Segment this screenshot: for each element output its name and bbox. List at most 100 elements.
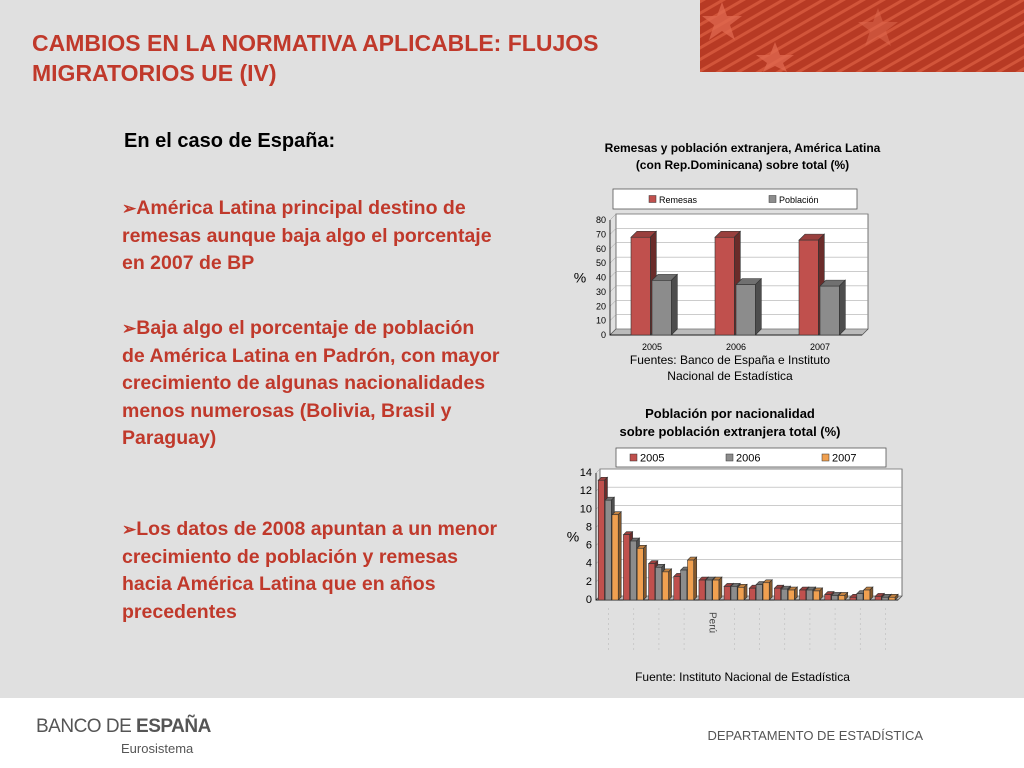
legend-swatch: [768, 195, 777, 203]
bar-2007: [611, 514, 619, 601]
legend-swatch: [648, 195, 657, 203]
banco-de-espana-logo: BANCO DE ESPAÑA: [36, 716, 211, 738]
remesas-poblacion-chart: 0 10 20 30 40 50 60 70 80% 2005 2006 2007 Remesas Pob…: [574, 188, 869, 352]
bar-2007-side: [718, 576, 723, 601]
logo-text-bold: ESPAÑA: [136, 716, 211, 737]
bar-2006: [755, 584, 763, 601]
y-tick-label: 4: [586, 558, 592, 570]
legend-label: 2005: [640, 453, 664, 465]
bullet-point: ➢Baja algo el porcentaje de población de…: [122, 315, 502, 453]
y-tick-label: 0: [601, 330, 606, 340]
bar-población: [735, 284, 756, 336]
legend-swatch: [629, 453, 638, 462]
bar-remesas: [630, 236, 651, 336]
bar-2006: [831, 595, 839, 601]
bar-2005: [597, 479, 605, 601]
y-tick-label: 70: [596, 229, 606, 239]
bar-2005: [774, 587, 781, 601]
y-tick-label: 60: [596, 244, 606, 254]
bar-2007: [687, 559, 695, 601]
y-tick-label: 80: [596, 215, 606, 225]
bar-2007-side: [617, 511, 622, 601]
bar-población: [819, 285, 840, 336]
bar-2007-side: [743, 583, 748, 601]
section-subheading: En el caso de España:: [124, 130, 336, 152]
bar-2007: [762, 582, 770, 601]
x-tick-label: Perú: [706, 612, 717, 633]
y-tick-label: 14: [580, 467, 592, 479]
footer-bar: [0, 698, 1024, 768]
y-tick-label: 10: [596, 316, 606, 326]
bar-2005: [673, 576, 681, 601]
bar-2007: [636, 547, 644, 601]
bar-2007: [838, 595, 846, 601]
banner-flag-image: [700, 0, 1024, 72]
gridline: [609, 256, 617, 264]
gridline: [609, 314, 617, 321]
bar-2006: [604, 499, 612, 601]
y-tick-label: 2: [586, 576, 592, 588]
chart1-source: Fuentes: Banco de España e Instituto Nac…: [600, 352, 860, 384]
y-tick-label: 8: [586, 521, 592, 533]
bar-2007: [787, 589, 795, 601]
bar-2007: [863, 589, 871, 601]
bullet-point: ➢América Latina principal destino de rem…: [122, 195, 502, 278]
y-tick-label: 50: [596, 258, 606, 268]
bar-2006: [680, 569, 688, 601]
y-tick-label: 30: [596, 287, 606, 297]
star-icon: [702, 2, 742, 40]
bullet-text: Baja algo el porcentaje de población de …: [122, 317, 500, 449]
bar-2006: [705, 579, 713, 601]
bar-2005: [799, 589, 807, 601]
y-tick-label: 10: [580, 503, 592, 515]
legend-label: Remesas: [659, 195, 698, 205]
x-tick-label: 2005: [642, 342, 662, 352]
gridline: [595, 468, 601, 474]
legend-label: Población: [779, 195, 819, 205]
bar-2005: [723, 586, 731, 601]
chart1-title-line: Remesas y población extranjera, América …: [604, 141, 881, 155]
gridline: [609, 213, 617, 221]
star-icon: [858, 8, 898, 46]
bar-2006: [806, 589, 813, 601]
bar-2006: [730, 586, 738, 601]
slide-title: CAMBIOS EN LA NORMATIVA APLICABLE: FLUJO…: [32, 30, 599, 86]
gridline: [609, 271, 617, 278]
y-tick-label: 0: [586, 594, 592, 606]
poblacion-nacionalidad-chart: 0 2 4 6 8 10 12 14% Perú 2005 2006 2007: [567, 447, 903, 650]
bullet-text: América Latina principal destino de reme…: [122, 197, 492, 274]
gridline: [609, 228, 617, 235]
department-label: DEPARTAMENTO DE ESTADÍSTICA: [707, 728, 924, 743]
chart1-title: Remesas y población extranjera, América …: [575, 140, 910, 174]
bar-2006: [630, 540, 637, 601]
bar-2007-side: [768, 579, 773, 601]
arrow-bullet-icon: ➢: [122, 520, 137, 539]
bullet-point: ➢Los datos de 2008 apuntan a un menor cr…: [122, 516, 502, 626]
bar-2007: [813, 590, 820, 601]
x-tick-label: 2007: [810, 342, 830, 352]
legend-swatch: [821, 453, 830, 462]
arrow-bullet-icon: ➢: [122, 319, 137, 338]
legend-box: [615, 447, 887, 468]
y-axis-label: %: [574, 270, 586, 286]
y-tick-label: 6: [586, 540, 592, 552]
bar-remesas: [714, 236, 735, 336]
bar-2006: [655, 567, 662, 601]
bar-2007-side: [668, 568, 672, 601]
x-tick-label: 2006: [726, 342, 746, 352]
logo-text: BANCO DE: [36, 716, 137, 737]
y-tick-label: 12: [580, 485, 592, 497]
bar-2007: [662, 571, 669, 601]
bar-remesas: [798, 239, 819, 336]
y-tick-label: 40: [596, 273, 606, 283]
bar-2007-side: [643, 544, 647, 601]
bar-2007: [712, 579, 720, 601]
bar-población-side: [755, 277, 762, 336]
chart2-title-line: sobre población extranjera total (%): [619, 424, 841, 439]
bar-población-side: [671, 273, 678, 336]
y-axis-label: %: [567, 529, 579, 545]
bar-2005: [874, 596, 882, 601]
chart1-source-line: Nacional de Estadística: [667, 369, 793, 383]
star-icon: [756, 42, 794, 72]
arrow-bullet-icon: ➢: [122, 199, 137, 218]
